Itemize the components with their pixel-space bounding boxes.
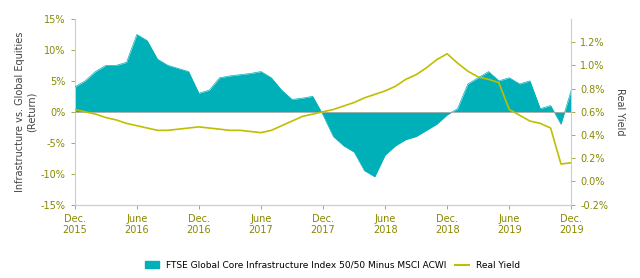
Legend: FTSE Global Core Infrastructure Index 50/50 Minus MSCI ACWI, Real Yield: FTSE Global Core Infrastructure Index 50… — [141, 257, 524, 274]
Y-axis label: Real Yield: Real Yield — [615, 88, 625, 136]
Y-axis label: Infrastructure vs. Global Equities
(Return): Infrastructure vs. Global Equities (Retu… — [15, 32, 36, 192]
